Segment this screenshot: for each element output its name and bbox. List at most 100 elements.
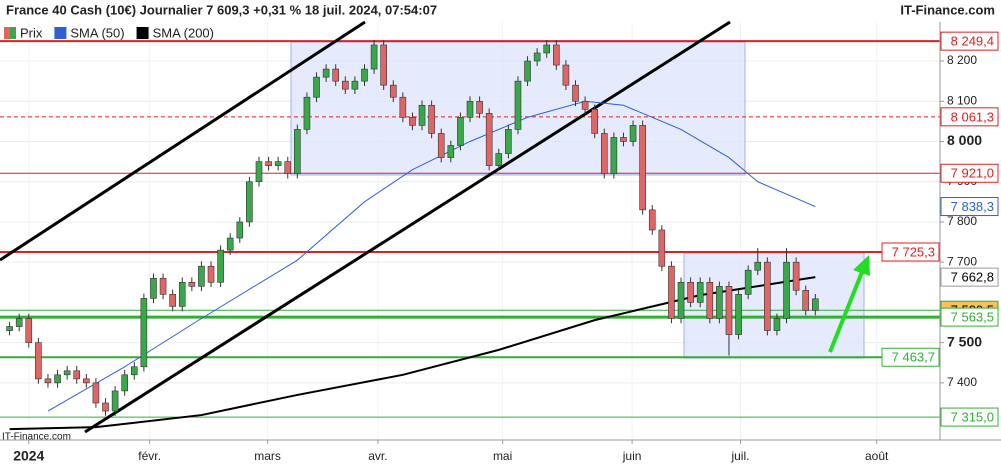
y-tick-label: 7 800 bbox=[947, 214, 977, 228]
x-tick-label: mars bbox=[254, 449, 281, 463]
candle-body bbox=[447, 145, 455, 158]
candle-body bbox=[572, 84, 579, 102]
candle-body bbox=[629, 125, 637, 142]
candle-body bbox=[610, 137, 618, 174]
y-tick-label: 8 200 bbox=[947, 53, 977, 67]
candle-body bbox=[399, 96, 407, 118]
candle-body bbox=[198, 265, 205, 287]
level-label-box bbox=[940, 107, 999, 127]
candle-body bbox=[591, 109, 598, 134]
sma-label: 7 662,8 bbox=[951, 270, 994, 285]
candle-body bbox=[495, 153, 503, 166]
candle-body bbox=[389, 84, 397, 98]
y-tick-label: 7 700 bbox=[947, 254, 977, 268]
legend-label: SMA (200) bbox=[153, 25, 214, 40]
candle-body bbox=[706, 281, 714, 319]
candle-body bbox=[514, 80, 522, 130]
sma-label-box bbox=[940, 197, 999, 217]
candle-body bbox=[409, 117, 416, 126]
level-label: 8 249,4 bbox=[951, 34, 994, 49]
candle-body bbox=[274, 161, 282, 166]
sma-label-box bbox=[940, 267, 999, 287]
legend-swatch bbox=[136, 27, 149, 39]
source: IT-Finance.com bbox=[900, 2, 995, 17]
candle-body bbox=[428, 104, 435, 134]
level-label-box bbox=[940, 307, 999, 327]
candle-body bbox=[303, 96, 311, 130]
candle-body bbox=[716, 286, 723, 319]
candle-body bbox=[102, 402, 109, 412]
candle-body bbox=[802, 290, 810, 311]
level-label-box bbox=[940, 407, 999, 427]
candle-body bbox=[696, 281, 704, 303]
x-tick-label: août bbox=[865, 449, 889, 463]
candle-body bbox=[322, 68, 330, 78]
level-label-box bbox=[940, 31, 999, 51]
level-label: 8 061,3 bbox=[951, 109, 994, 124]
y-tick-label: 8 000 bbox=[947, 132, 982, 148]
y-tick-label: 7 400 bbox=[947, 375, 977, 389]
legend-label: Prix bbox=[20, 25, 43, 40]
candle-body bbox=[543, 44, 551, 54]
legend-swatch bbox=[10, 27, 16, 39]
level-label: 7 463,7 bbox=[892, 350, 935, 365]
candle-body bbox=[773, 318, 781, 331]
candle-body bbox=[150, 277, 157, 299]
candle-body bbox=[437, 133, 445, 158]
candle-body bbox=[294, 129, 301, 174]
level-label: 7 315,0 bbox=[951, 410, 994, 425]
candle-body bbox=[255, 161, 263, 183]
candle-body bbox=[812, 298, 819, 311]
candle-body bbox=[466, 100, 474, 118]
candle-body bbox=[246, 181, 253, 223]
sma-label: 7 838,3 bbox=[951, 199, 994, 214]
candle-body bbox=[342, 80, 349, 90]
candle-body bbox=[351, 80, 359, 90]
sma-line bbox=[47, 100, 816, 412]
x-tick-label: avr. bbox=[368, 449, 387, 463]
candle-body bbox=[370, 44, 378, 70]
candle-body bbox=[658, 229, 666, 267]
chart-title: France 40 Cash (10€) Journalier 7 609,3 … bbox=[6, 2, 437, 17]
candle-body bbox=[687, 281, 694, 303]
candle-body bbox=[485, 113, 493, 166]
candle-body bbox=[188, 281, 196, 287]
candle-body bbox=[169, 294, 176, 307]
candle-body bbox=[111, 390, 119, 412]
trend-line bbox=[84, 20, 731, 434]
candle-body bbox=[236, 221, 244, 239]
x-tick-label: mai bbox=[493, 449, 512, 463]
candle-body bbox=[83, 378, 90, 384]
candle-body bbox=[121, 374, 128, 392]
candle-body bbox=[418, 104, 426, 126]
candle-body bbox=[735, 294, 742, 335]
legend-swatch bbox=[4, 27, 10, 39]
candle-body bbox=[25, 318, 33, 343]
candle-body bbox=[783, 261, 790, 319]
candle-body bbox=[284, 161, 292, 174]
level-label: 7 725,3 bbox=[892, 244, 935, 259]
candle-body bbox=[581, 100, 589, 110]
candle-body bbox=[63, 370, 71, 376]
grid bbox=[0, 22, 940, 440]
x-tick-label: févr. bbox=[138, 449, 161, 463]
candle-body bbox=[744, 269, 752, 295]
level-label: 7 563,5 bbox=[951, 310, 994, 325]
x-tick-label: juil. bbox=[730, 449, 749, 463]
candle-body bbox=[73, 370, 81, 380]
candle-body bbox=[380, 44, 387, 86]
candle-body bbox=[207, 265, 215, 283]
candle-body bbox=[562, 64, 570, 86]
y-tick-label: 7 500 bbox=[947, 333, 982, 349]
candle-body bbox=[476, 100, 483, 114]
arrow bbox=[828, 271, 864, 353]
candle-body bbox=[524, 60, 531, 82]
candle-body bbox=[639, 125, 646, 211]
candle-body bbox=[130, 366, 138, 376]
candle-body bbox=[764, 261, 771, 331]
candle-body bbox=[6, 326, 13, 331]
legend-swatch bbox=[54, 27, 67, 39]
level-label-box bbox=[940, 163, 999, 183]
lines bbox=[9, 100, 816, 431]
